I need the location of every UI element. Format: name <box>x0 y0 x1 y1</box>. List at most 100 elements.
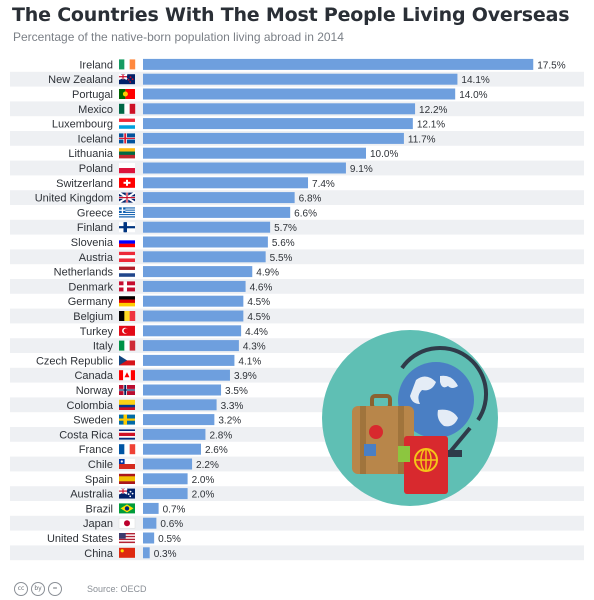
category-label-netherlands: Netherlands <box>54 267 114 279</box>
value-label-norway: 3.5% <box>225 386 248 397</box>
bar-mexico <box>143 103 416 115</box>
value-label-austria: 5.5% <box>270 253 293 264</box>
flag-italy <box>119 340 136 351</box>
value-label-portugal: 14.0% <box>459 90 487 101</box>
category-label-belgium: Belgium <box>73 311 113 323</box>
no-derivatives-icon[interactable]: = <box>48 582 62 596</box>
category-label-canada: Canada <box>74 370 113 382</box>
value-label-ireland: 17.5% <box>537 60 565 71</box>
flag-colombia <box>119 399 135 410</box>
category-label-norway: Norway <box>76 385 114 397</box>
flag-chile <box>119 459 135 469</box>
bar-canada <box>143 369 230 381</box>
value-label-slovenia: 5.6% <box>272 238 295 249</box>
category-label-chile: Chile <box>88 459 113 471</box>
bar-chart: Ireland 17.5% New Zealand 14.1% Portugal 14.0… <box>10 58 584 561</box>
flag-spain <box>119 473 135 484</box>
flag-norway <box>119 385 135 395</box>
category-label-germany: Germany <box>68 296 114 308</box>
bar-united-kingdom <box>143 192 295 204</box>
category-label-austria: Austria <box>79 252 114 264</box>
category-label-ireland: Ireland <box>79 59 113 71</box>
flag-lithuania <box>119 148 135 159</box>
value-label-poland: 9.1% <box>350 164 373 175</box>
creative-commons-icon[interactable]: cc <box>14 582 28 596</box>
value-label-finland: 5.7% <box>274 223 297 234</box>
value-label-greece: 6.6% <box>294 208 317 219</box>
category-label-new-zealand: New Zealand <box>48 74 113 86</box>
category-label-poland: Poland <box>79 163 113 175</box>
flag-australia <box>118 487 135 499</box>
value-label-germany: 4.5% <box>247 297 270 308</box>
bar-finland <box>143 221 271 233</box>
bar-united-states <box>143 532 155 544</box>
value-label-united-kingdom: 6.8% <box>299 194 322 205</box>
bar-colombia <box>143 399 217 411</box>
passport-icon <box>404 436 448 494</box>
value-label-france: 2.6% <box>205 445 228 456</box>
flag-turkey <box>119 325 135 336</box>
bar-iceland <box>143 132 404 144</box>
bar-chile <box>143 458 193 470</box>
bar-luxembourg <box>143 118 413 130</box>
value-label-sweden: 3.2% <box>218 416 241 427</box>
category-label-australia: Australia <box>70 489 114 501</box>
bar-slovenia <box>143 236 268 248</box>
flag-japan <box>118 517 136 529</box>
bar-czech-republic <box>143 354 235 366</box>
bar-netherlands <box>143 266 253 278</box>
value-label-brazil: 0.7% <box>163 504 186 515</box>
value-label-czech-republic: 4.1% <box>238 356 261 367</box>
category-label-china: China <box>84 548 114 560</box>
flag-china <box>119 547 135 558</box>
bar-france <box>143 443 201 455</box>
category-label-slovenia: Slovenia <box>71 237 114 249</box>
category-label-switzerland: Switzerland <box>56 178 113 190</box>
bar-belgium <box>143 310 244 322</box>
value-label-canada: 3.9% <box>234 371 257 382</box>
flag-mexico <box>119 103 136 114</box>
bar-norway <box>143 384 222 396</box>
bar-ireland <box>143 58 534 70</box>
bar-costa-rica <box>143 428 206 440</box>
bar-sweden <box>143 414 215 426</box>
attribution-icon[interactable]: by <box>31 582 45 596</box>
value-label-china: 0.3% <box>154 549 177 560</box>
flag-austria <box>119 251 135 262</box>
value-label-iceland: 11.7% <box>408 134 436 145</box>
row-stripe <box>10 545 584 561</box>
flag-slovenia <box>119 237 135 248</box>
flag-finland <box>119 222 135 233</box>
category-label-united-states: United States <box>47 533 114 545</box>
value-label-mexico: 12.2% <box>419 105 447 116</box>
flag-denmark <box>119 281 135 292</box>
value-label-belgium: 4.5% <box>247 312 270 323</box>
value-label-netherlands: 4.9% <box>256 268 279 279</box>
category-label-spain: Spain <box>85 474 113 486</box>
category-label-lithuania: Lithuania <box>68 148 114 160</box>
chart-subtitle: Percentage of the native-born population… <box>13 30 344 44</box>
bar-new-zealand <box>143 73 458 85</box>
category-label-italy: Italy <box>93 341 114 353</box>
value-label-denmark: 4.6% <box>250 282 273 293</box>
value-label-colombia: 3.3% <box>221 401 244 412</box>
chart-title: The Countries With The Most People Livin… <box>12 4 570 26</box>
category-label-czech-republic: Czech Republic <box>36 355 114 367</box>
bar-poland <box>143 162 346 174</box>
flag-luxembourg <box>119 118 135 129</box>
bar-australia <box>143 488 188 500</box>
bar-spain <box>143 473 188 485</box>
value-label-united-states: 0.5% <box>158 534 181 545</box>
value-label-switzerland: 7.4% <box>312 179 335 190</box>
value-label-japan: 0.6% <box>160 519 183 530</box>
value-label-turkey: 4.4% <box>245 327 268 338</box>
footer: cc by = Source: OECD <box>14 582 147 596</box>
value-label-italy: 4.3% <box>243 342 266 353</box>
ticket-icon <box>398 446 410 462</box>
category-label-costa-rica: Costa Rica <box>59 429 114 441</box>
globe-icon <box>398 345 489 457</box>
bar-china <box>143 547 150 559</box>
bar-brazil <box>143 502 159 514</box>
bar-austria <box>143 251 266 263</box>
flag-new-zealand <box>118 73 135 85</box>
